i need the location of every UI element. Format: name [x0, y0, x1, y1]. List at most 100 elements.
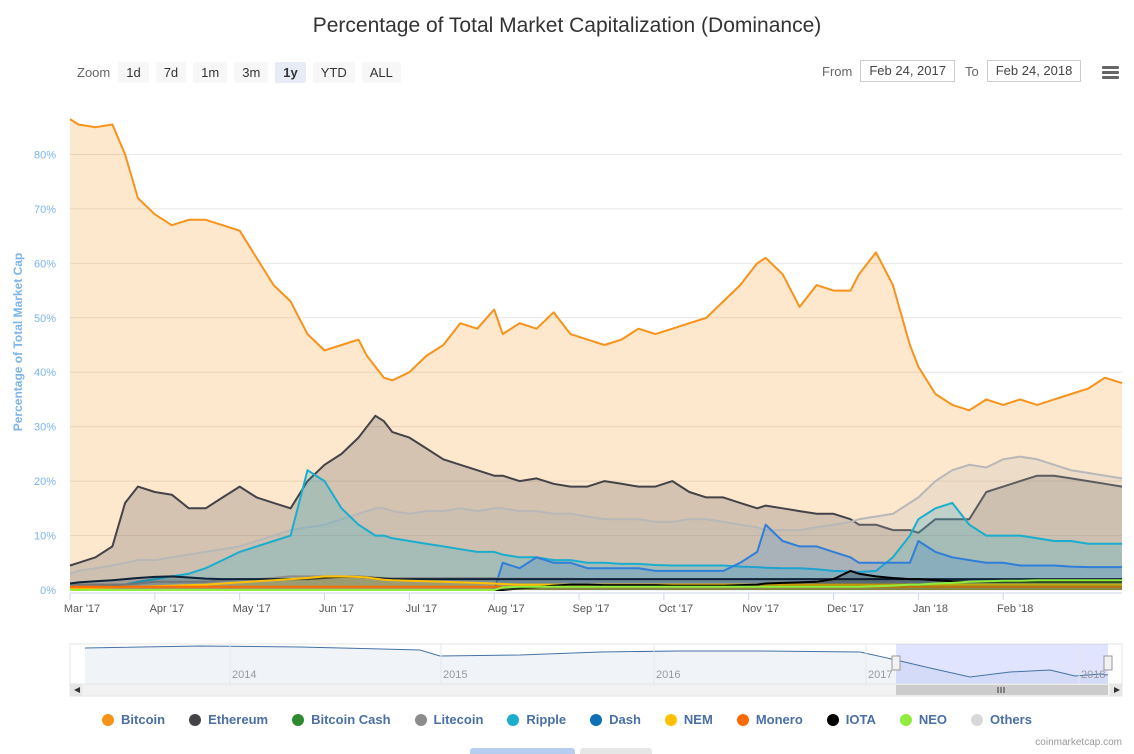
legend-dot-icon [664, 713, 677, 726]
legend-dot-icon [971, 713, 984, 726]
scrollbar-thumb[interactable] [896, 685, 1108, 695]
to-date-input[interactable]: Feb 24, 2018 [986, 60, 1082, 82]
series-area-iota [70, 570, 1122, 590]
x-tick-label: Aug '17 [488, 603, 525, 615]
y-tick-label: 60% [34, 258, 56, 270]
from-date-input[interactable]: Feb 24, 2017 [860, 60, 955, 82]
legend-dot-icon [736, 713, 749, 726]
x-tick-label: Jul '17 [406, 603, 437, 615]
x-tick-label: Dec '17 [827, 603, 864, 615]
navigator-year-label: 2018 [1081, 669, 1105, 681]
legend-label: Others [990, 712, 1032, 727]
legend-item-monero[interactable]: Monero [736, 712, 803, 727]
zoom-button-ytd[interactable]: YTD [312, 61, 355, 83]
legend-dot-icon [189, 713, 202, 726]
legend-label: Bitcoin Cash [311, 712, 391, 727]
legend-item-bitcoin-cash[interactable]: Bitcoin Cash [292, 712, 391, 727]
legend-item-ethereum[interactable]: Ethereum [189, 712, 268, 727]
series-line-ripple [69, 469, 1122, 590]
navigator-handle-left[interactable] [891, 655, 901, 671]
legend-label: Monero [755, 712, 803, 727]
y-tick-label: 70% [34, 204, 56, 216]
legend-dot-icon [507, 713, 520, 726]
legend-item-bitcoin[interactable]: Bitcoin [102, 712, 165, 727]
legend-item-others[interactable]: Others [971, 712, 1032, 727]
navigator-frame [69, 643, 1123, 685]
x-tick-label: Mar '17 [64, 603, 100, 615]
x-tick-label: Nov '17 [742, 603, 779, 615]
y-tick-label: 0% [40, 585, 56, 597]
legend-item-litecoin[interactable]: Litecoin [414, 712, 484, 727]
bottom-tab-2[interactable] [580, 748, 652, 754]
y-tick-label: 10% [34, 531, 56, 543]
zoom-button-all[interactable]: ALL [361, 61, 401, 83]
series-area-ripple [70, 470, 1122, 590]
legend-dot-icon [899, 713, 912, 726]
legend-label: Ripple [526, 712, 567, 727]
dominance-chart: 0% 10% 20% 30% 40% 50% 60% 70% 80% Mar '17 Apr '17… [34, 118, 1123, 697]
hamburger-menu-icon[interactable] [1102, 66, 1119, 80]
legend-item-iota[interactable]: IOTA [826, 712, 876, 727]
scrollbar-grip-icon [997, 687, 1005, 693]
legend-item-dash[interactable]: Dash [590, 712, 641, 727]
range-from: From Feb 24, 2017 [822, 60, 955, 82]
to-label: To [965, 63, 979, 79]
zoom-bar: Zoom 1d 7d 1m 3m 1y YTD ALL [77, 61, 408, 83]
legend-dot-icon [414, 713, 427, 726]
legend-label: Dash [609, 712, 641, 727]
y-tick-label: 50% [34, 313, 56, 325]
navigator-year-label: 2016 [656, 669, 680, 681]
legend-label: NEM [683, 712, 713, 727]
navigator-selection [896, 644, 1108, 684]
legend-dot-icon [102, 713, 115, 726]
from-label: From [822, 63, 853, 79]
x-tick-label: May '17 [233, 603, 271, 615]
navigator-year-label: 2017 [868, 669, 892, 681]
legend-item-neo[interactable]: NEO [899, 712, 947, 727]
navigator-year-label: 2014 [232, 669, 256, 681]
x-tick-label: Oct '17 [659, 603, 694, 615]
y-tick-label: 80% [34, 149, 56, 161]
series-line-bitcoin [69, 118, 1123, 412]
x-tick-label: Sep '17 [573, 603, 610, 615]
legend-dot-icon [826, 713, 839, 726]
y-tick-label: 30% [34, 422, 56, 434]
range-to: To Feb 24, 2018 [965, 60, 1082, 82]
legend-label: IOTA [845, 712, 876, 727]
legend-label: Bitcoin [121, 712, 166, 727]
legend-dot-icon [590, 713, 603, 726]
series-area-bitcoin [70, 119, 1122, 590]
series-line-ethereum [69, 414, 1123, 567]
zoom-button-3m[interactable]: 3m [234, 61, 269, 83]
zoom-button-1m[interactable]: 1m [193, 61, 228, 83]
legend-label: Litecoin [433, 712, 484, 727]
series-area-ethereum [70, 415, 1122, 590]
navigator-handle-right[interactable] [1103, 655, 1113, 671]
series-line-others [69, 455, 1123, 575]
series-area-others [70, 456, 1122, 590]
navigator-line [84, 645, 1109, 678]
bottom-tab-1[interactable] [470, 748, 575, 754]
scroll-right-arrow-icon [1114, 687, 1120, 693]
x-tick-label: Jun '17 [319, 603, 354, 615]
legend-item-ripple[interactable]: Ripple [507, 712, 566, 727]
zoom-label: Zoom [77, 64, 111, 80]
legend: Bitcoin Ethereum Bitcoin Cash Litecoin Rippl… [0, 712, 1134, 727]
navigator-year-label: 2015 [443, 669, 467, 681]
legend-dot-icon [292, 713, 305, 726]
x-tick-label: Jan '18 [913, 603, 948, 615]
navigator-area [85, 646, 1108, 684]
y-tick-label: 20% [34, 476, 56, 488]
zoom-button-7d[interactable]: 7d [155, 61, 187, 83]
chart-title: Percentage of Total Market Capitalizatio… [312, 14, 822, 37]
zoom-button-1y[interactable]: 1y [275, 61, 306, 83]
x-tick-label: Feb '18 [997, 603, 1033, 615]
series-line-neo [70, 579, 1122, 591]
legend-label: Ethereum [208, 712, 269, 727]
scroll-left-arrow-icon [74, 687, 80, 693]
credits-link[interactable]: coinmarketcap.com [1035, 737, 1122, 748]
y-tick-label: 40% [34, 367, 56, 379]
zoom-button-1d[interactable]: 1d [118, 61, 149, 83]
legend-item-nem[interactable]: NEM [664, 712, 713, 727]
x-tick-label: Apr '17 [150, 603, 185, 615]
